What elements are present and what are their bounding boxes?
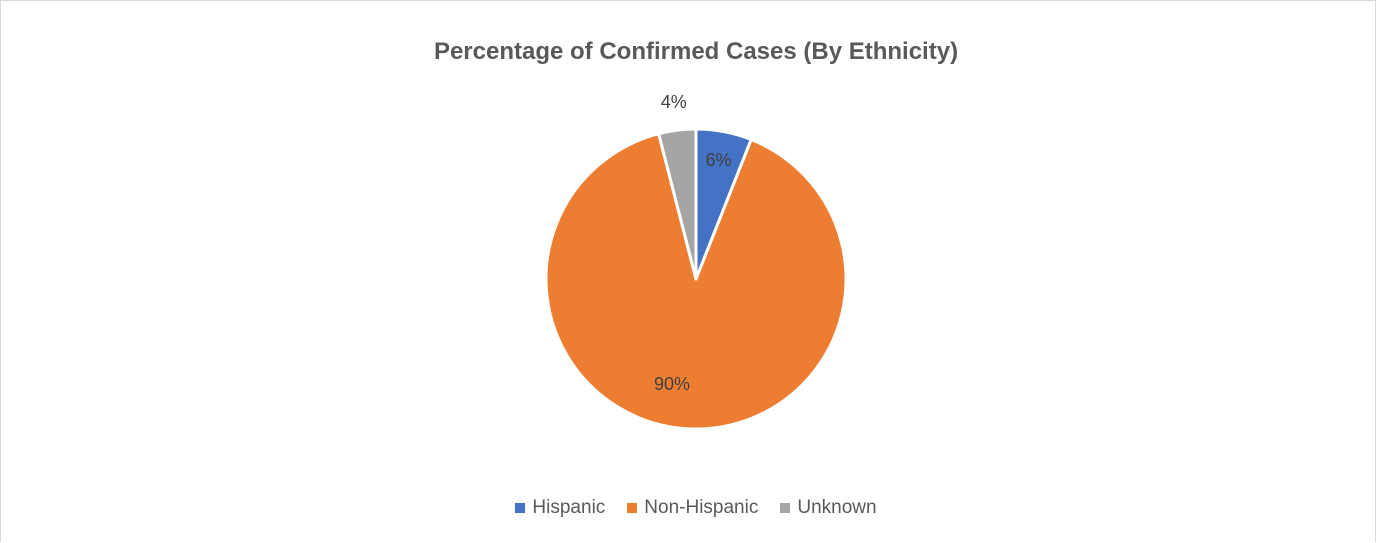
legend-swatch-unknown xyxy=(780,503,791,513)
data-label-unknown: 4% xyxy=(661,92,687,112)
data-label-non-hispanic: 90% xyxy=(654,374,690,394)
legend-item-non-hispanic: Non-Hispanic xyxy=(627,497,758,519)
chart-title: Percentage of Confirmed Cases (By Ethnic… xyxy=(433,38,959,65)
legend-label-unknown: Unknown xyxy=(797,497,877,518)
data-label-hispanic: 6% xyxy=(705,150,731,170)
legend-label-non-hispanic: Non-Hispanic xyxy=(644,497,759,518)
legend-item-unknown: Unknown xyxy=(780,497,877,519)
legend-swatch-hispanic xyxy=(515,503,526,513)
pie-slice-non-hispanic xyxy=(544,132,848,431)
chart-legend: Hispanic Non-Hispanic Unknown xyxy=(1,497,1378,519)
legend-label-hispanic: Hispanic xyxy=(532,497,606,518)
legend-swatch-non-hispanic xyxy=(627,503,638,513)
pie-slices xyxy=(544,127,848,431)
pie-labels: 6% 90% 4% xyxy=(654,92,732,394)
legend-item-hispanic: Hispanic xyxy=(515,497,605,519)
pie-slice-unknown xyxy=(657,127,698,281)
